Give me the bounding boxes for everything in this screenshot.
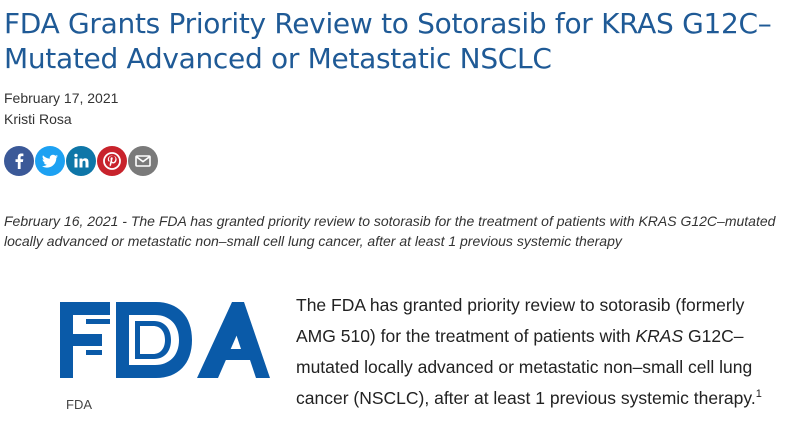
- body-part-2: G12C–mutated locally advanced or metasta…: [296, 326, 756, 408]
- share-bar: [4, 146, 158, 176]
- twitter-icon: [42, 154, 58, 168]
- pinterest-share-button[interactable]: [97, 146, 127, 176]
- image-caption: FDA: [66, 397, 92, 412]
- linkedin-share-button[interactable]: [66, 146, 96, 176]
- article-date: February 17, 2021: [4, 90, 119, 106]
- pinterest-icon: [103, 152, 121, 170]
- gene-name: KRAS: [635, 326, 684, 346]
- email-share-button[interactable]: [128, 146, 158, 176]
- facebook-icon: [15, 153, 24, 169]
- email-icon: [135, 155, 151, 167]
- article-title: FDA Grants Priority Review to Sotorasib …: [4, 7, 772, 75]
- article-summary: February 16, 2021 - The FDA has granted …: [4, 213, 776, 249]
- article-author[interactable]: Kristi Rosa: [4, 111, 72, 127]
- article-body: The FDA has granted priority review to s…: [296, 290, 766, 414]
- body-part-1: The FDA has granted priority review to s…: [296, 295, 745, 346]
- footnote-reference[interactable]: 1: [755, 388, 762, 401]
- facebook-share-button[interactable]: [4, 146, 34, 176]
- twitter-share-button[interactable]: [35, 146, 65, 176]
- fda-logo: [60, 302, 270, 378]
- linkedin-icon: [74, 153, 89, 168]
